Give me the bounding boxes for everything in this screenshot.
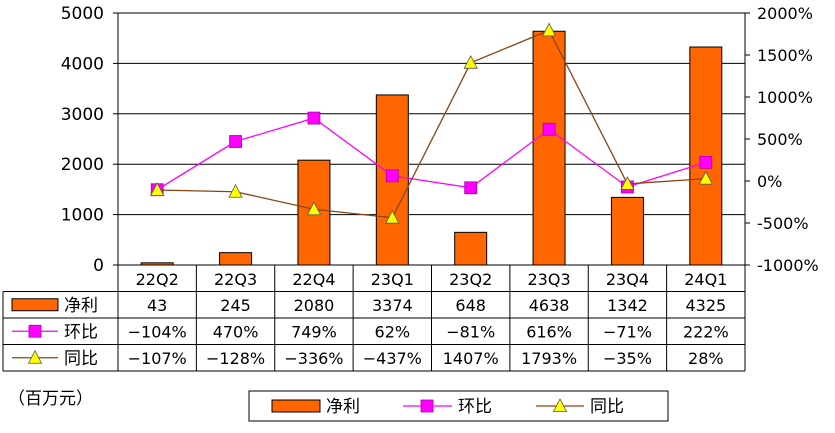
y-tick-label-left: 3000 [61, 105, 104, 125]
table-cell: 3374 [372, 296, 413, 315]
x-tick-label: 23Q1 [371, 270, 414, 289]
table-cell: −104% [128, 322, 187, 341]
legend-label: 环比 [458, 397, 492, 417]
table-cell: 4325 [685, 296, 726, 315]
table-cell: 43 [147, 296, 167, 315]
marker-qoq [385, 169, 399, 183]
marker-yoy [541, 22, 557, 37]
x-tick-label: 22Q4 [292, 270, 335, 289]
y-tick-label-left: 1000 [61, 206, 104, 226]
table-series-name: 环比 [64, 322, 98, 342]
legend-key-marker [420, 399, 434, 413]
table-key-marker [27, 349, 43, 364]
marker-yoy [620, 176, 635, 190]
marker-yoy [463, 54, 478, 69]
x-tick-label: 23Q3 [527, 270, 570, 289]
table-cell: −437% [363, 349, 422, 368]
marker-qoq [307, 111, 321, 125]
unit-label: （百万元） [8, 389, 93, 409]
marker-yoy [150, 182, 165, 196]
table-series-name: 净利 [64, 296, 98, 316]
table-cell: −35% [603, 349, 652, 368]
table-cell: 62% [375, 322, 411, 341]
x-tick-label: 22Q3 [214, 270, 257, 289]
table-cell: 4638 [529, 296, 570, 315]
table-key-bar [11, 298, 59, 312]
marker-qoq [464, 181, 478, 195]
table-cell: −71% [603, 322, 652, 341]
x-tick-label: 24Q1 [684, 270, 727, 289]
table-cell: 1342 [607, 296, 648, 315]
line-series-2 [157, 29, 706, 219]
x-tick-label: 23Q2 [449, 270, 492, 289]
bar-net-profit [532, 30, 566, 266]
table-cell: 648 [455, 296, 486, 315]
table-cell: 222% [683, 322, 729, 341]
x-tick-label: 23Q4 [606, 270, 649, 289]
table-cell: 28% [688, 349, 724, 368]
table-cell: 2080 [294, 296, 335, 315]
y-tick-label-right: 500% [757, 130, 803, 149]
table-series-name: 同比 [64, 349, 98, 369]
y-tick-label-right: -500% [757, 214, 809, 233]
marker-yoy [306, 201, 322, 216]
y-tick-label-right: 0% [757, 172, 782, 191]
bar-net-profit [454, 231, 488, 266]
bar-net-profit [219, 252, 253, 266]
bar-net-profit [610, 196, 644, 266]
legend-key-marker [552, 398, 568, 412]
y-tick-label-left: 4000 [61, 54, 104, 74]
table-cell: −336% [284, 349, 343, 368]
table-cell: −107% [128, 349, 187, 368]
marker-yoy [228, 183, 243, 198]
y-tick-label-left: 5000 [61, 4, 104, 24]
x-tick-label: 22Q2 [136, 270, 179, 289]
legend-key-bar [271, 399, 321, 413]
table-cell: 749% [291, 322, 337, 341]
bar-net-profit [689, 46, 723, 266]
table-cell: −128% [206, 349, 265, 368]
y-tick-label-right: 1000% [757, 88, 813, 107]
table-key-marker [28, 324, 42, 338]
table-cell: −81% [446, 322, 495, 341]
table-cell: 1793% [521, 349, 577, 368]
marker-yoy [698, 170, 713, 185]
y-tick-label-left: 2000 [61, 155, 104, 175]
table-cell: 470% [213, 322, 259, 341]
table-cell: 616% [526, 322, 572, 341]
y-tick-label-right: 1500% [757, 46, 813, 65]
table-cell: 245 [220, 296, 251, 315]
legend-label: 同比 [590, 397, 624, 417]
marker-qoq [542, 122, 556, 136]
legend-label: 净利 [326, 397, 360, 417]
marker-qoq [699, 155, 713, 169]
y-tick-label-left: 0 [93, 256, 104, 276]
table-cell: 1407% [443, 349, 499, 368]
marker-qoq [229, 135, 242, 148]
line-series-1 [156, 117, 707, 191]
y-tick-label-right: -1000% [757, 256, 819, 275]
marker-yoy [385, 209, 400, 224]
y-tick-label-right: 2000% [757, 4, 813, 23]
